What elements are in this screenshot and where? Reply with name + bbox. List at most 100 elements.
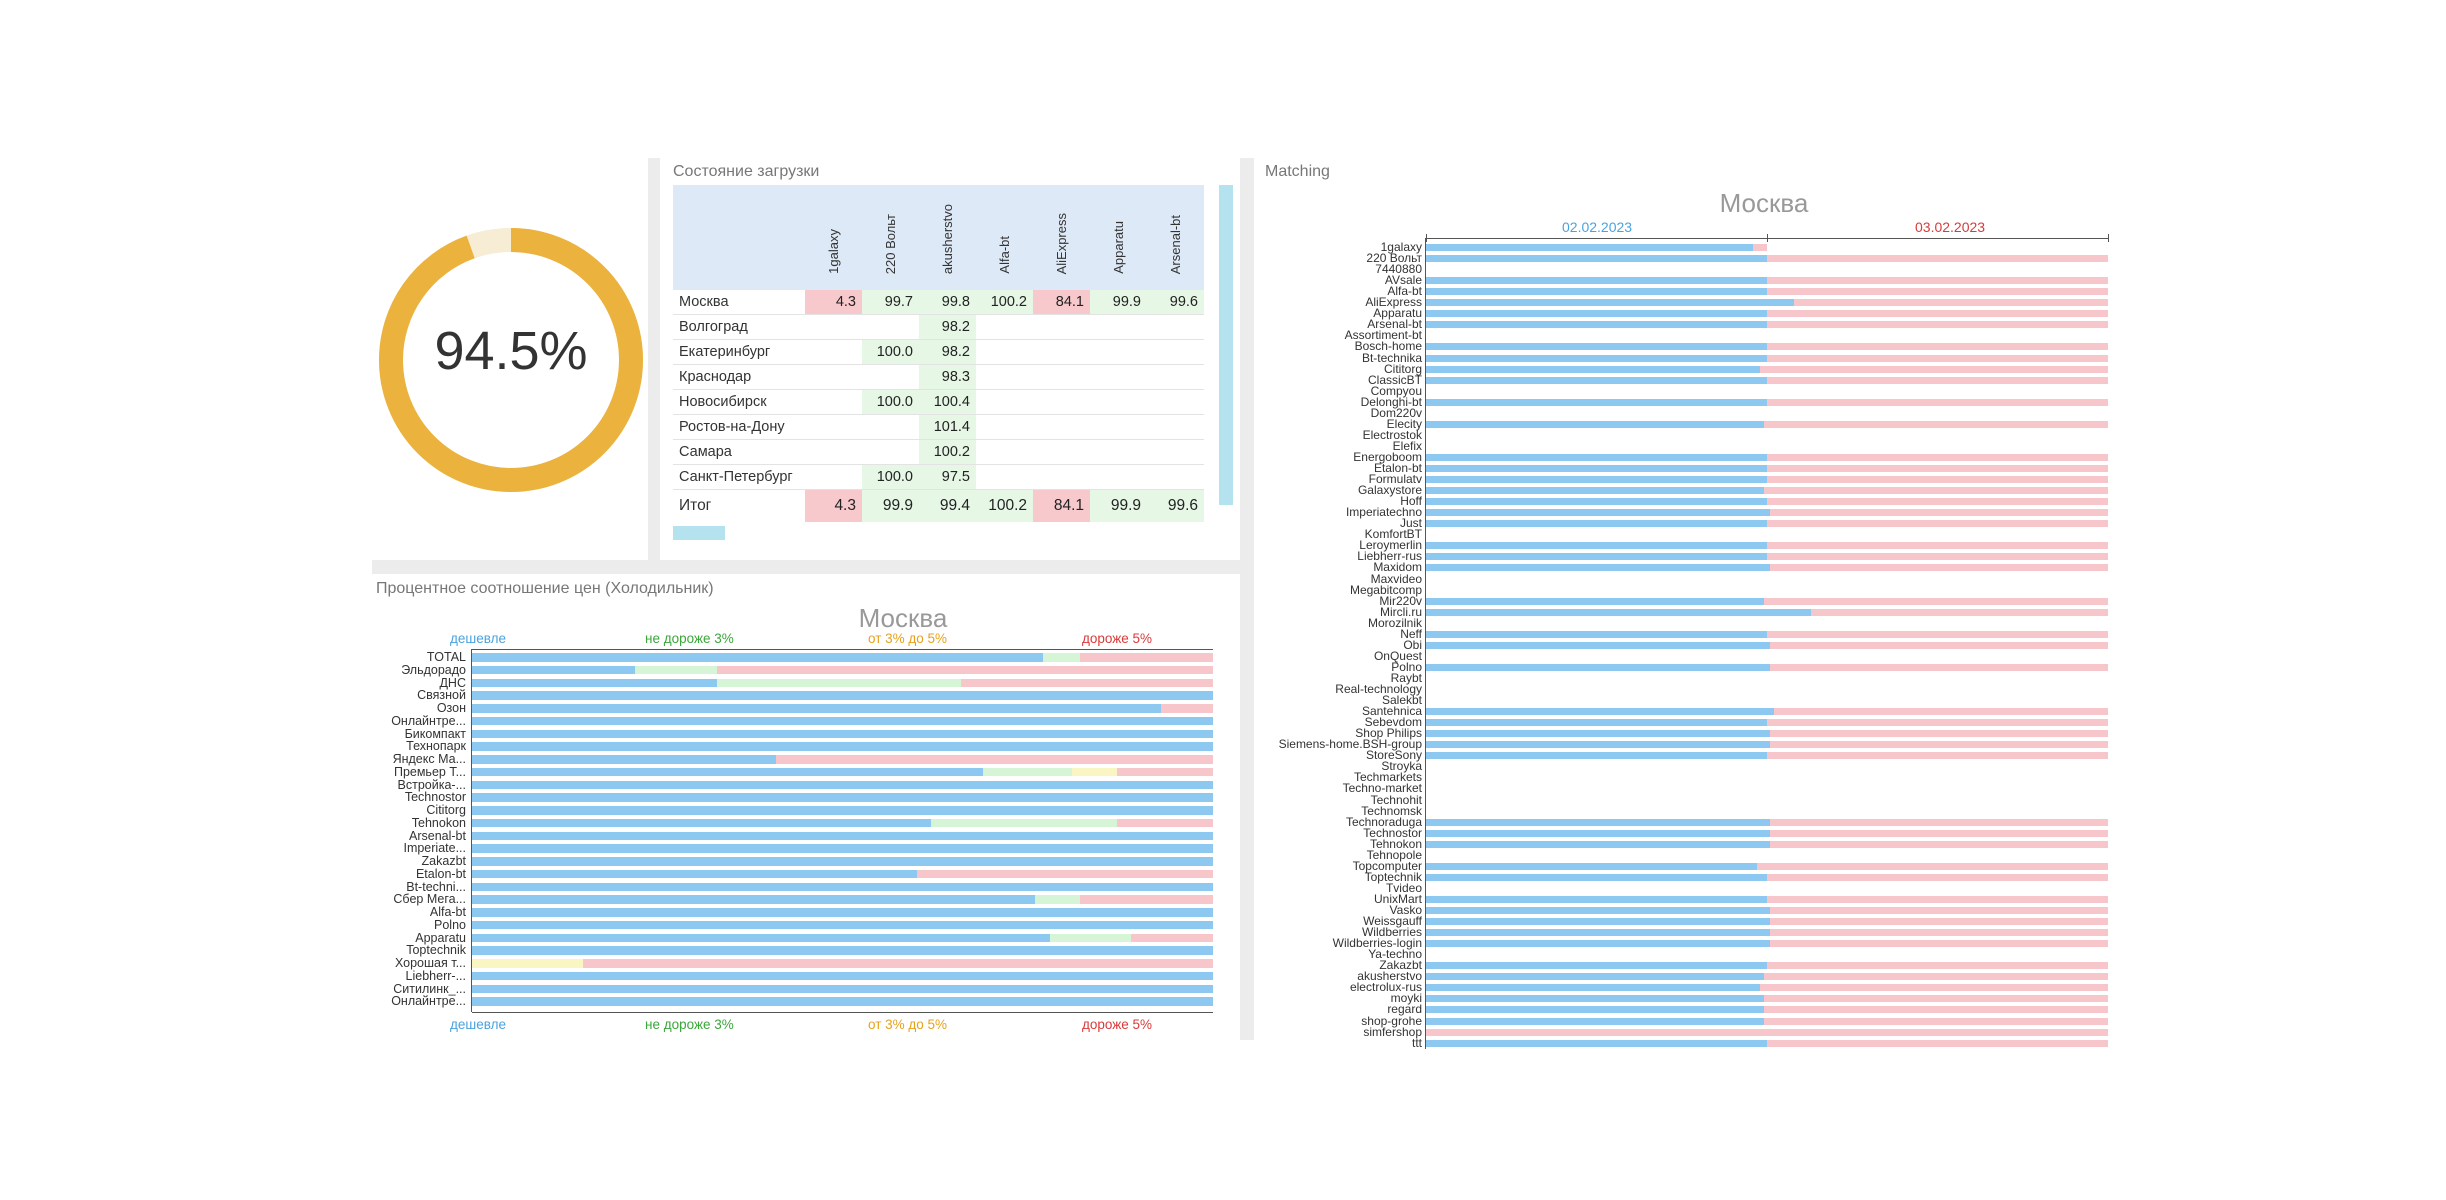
bar-segment[interactable]	[472, 665, 636, 675]
bar-segment[interactable]	[1426, 840, 1771, 848]
bar-segment[interactable]	[472, 691, 1213, 700]
bar-segment[interactable]	[1426, 244, 1754, 251]
bar-segment[interactable]	[1767, 288, 2108, 296]
bar-segment[interactable]	[1426, 277, 1767, 285]
bar-segment[interactable]	[583, 959, 1213, 968]
status-table-horizontal-scrollbar[interactable]	[673, 526, 725, 540]
bar-segment[interactable]	[1049, 933, 1132, 942]
bar-segment[interactable]	[1770, 907, 2108, 914]
bar-segment[interactable]	[472, 678, 717, 687]
bar-segment[interactable]	[1770, 564, 2108, 572]
bar-segment[interactable]	[472, 729, 1213, 738]
bar-segment[interactable]	[1426, 365, 1761, 373]
bar-segment[interactable]	[1426, 487, 1764, 495]
bar-segment[interactable]	[1767, 873, 2108, 881]
bar-segment[interactable]	[1426, 918, 1771, 926]
bar-segment[interactable]	[1426, 1006, 1764, 1014]
bar-segment[interactable]	[1767, 1039, 2108, 1047]
bar-segment[interactable]	[472, 971, 1213, 981]
bar-segment[interactable]	[1767, 752, 2108, 760]
bar-segment[interactable]	[1767, 453, 2108, 461]
bar-segment[interactable]	[716, 665, 1213, 675]
bar-segment[interactable]	[1426, 1039, 1767, 1047]
bar-segment[interactable]	[1426, 553, 1767, 561]
column-header[interactable]: 220 Вольт	[862, 185, 919, 290]
bar-segment[interactable]	[961, 678, 1213, 687]
bar-segment[interactable]	[1426, 498, 1767, 506]
bar-segment[interactable]	[1760, 984, 2108, 992]
bar-segment[interactable]	[1426, 818, 1771, 826]
bar-segment[interactable]	[1767, 476, 2108, 484]
bar-segment[interactable]	[472, 908, 1213, 917]
bar-segment[interactable]	[1767, 542, 2108, 550]
bar-segment[interactable]	[1763, 420, 2108, 428]
bar-segment[interactable]	[1116, 767, 1213, 777]
bar-segment[interactable]	[1426, 1017, 1764, 1025]
bar-segment[interactable]	[1756, 862, 2108, 870]
bar-segment[interactable]	[1426, 608, 1812, 616]
bar-segment[interactable]	[472, 882, 1213, 891]
bar-segment[interactable]	[1763, 597, 2108, 605]
bar-segment[interactable]	[1426, 310, 1767, 318]
bar-segment[interactable]	[1426, 741, 1771, 749]
bar-segment[interactable]	[1426, 895, 1767, 903]
bar-segment[interactable]	[1426, 321, 1767, 329]
bar-segment[interactable]	[1767, 630, 2108, 638]
bar-segment[interactable]	[1426, 453, 1767, 461]
bar-segment[interactable]	[1770, 929, 2108, 937]
bar-segment[interactable]	[1770, 829, 2108, 837]
bar-segment[interactable]	[1773, 708, 2108, 716]
bar-segment[interactable]	[1426, 663, 1771, 671]
bar-segment[interactable]	[716, 678, 962, 687]
bar-segment[interactable]	[1767, 343, 2108, 351]
bar-segment[interactable]	[472, 767, 984, 777]
bar-segment[interactable]	[472, 933, 1050, 942]
bar-segment[interactable]	[1767, 719, 2108, 727]
bar-segment[interactable]	[1426, 995, 1764, 1003]
bar-segment[interactable]	[1426, 752, 1767, 760]
bar-segment[interactable]	[472, 959, 584, 968]
bar-segment[interactable]	[472, 716, 1213, 726]
column-header[interactable]: 1galaxy	[805, 185, 862, 290]
bar-segment[interactable]	[1426, 255, 1767, 263]
bar-segment[interactable]	[472, 818, 932, 828]
bar-segment[interactable]	[1770, 641, 2108, 649]
bar-segment[interactable]	[472, 780, 1213, 789]
bar-segment[interactable]	[1079, 895, 1213, 904]
bar-segment[interactable]	[472, 831, 1213, 840]
bar-segment[interactable]	[1426, 476, 1767, 484]
bar-segment[interactable]	[1426, 420, 1764, 428]
bar-segment[interactable]	[472, 895, 1036, 904]
bar-segment[interactable]	[1426, 1028, 2108, 1036]
bar-segment[interactable]	[1426, 354, 1767, 362]
bar-segment[interactable]	[1426, 630, 1767, 638]
bar-segment[interactable]	[1426, 641, 1771, 649]
bar-segment[interactable]	[1763, 1006, 2108, 1014]
bar-segment[interactable]	[472, 857, 1213, 866]
bar-segment[interactable]	[775, 755, 1213, 764]
bar-segment[interactable]	[1426, 730, 1771, 738]
column-header[interactable]: akusherstvo	[919, 185, 976, 290]
bar-segment[interactable]	[1767, 962, 2108, 970]
bar-segment[interactable]	[1770, 509, 2108, 517]
bar-segment[interactable]	[472, 742, 1213, 751]
bar-segment[interactable]	[1426, 542, 1767, 550]
bar-segment[interactable]	[1426, 719, 1767, 727]
bar-segment[interactable]	[1767, 498, 2108, 506]
bar-segment[interactable]	[1426, 708, 1774, 716]
bar-segment[interactable]	[1426, 288, 1767, 296]
bar-segment[interactable]	[1426, 829, 1771, 837]
bar-segment[interactable]	[1770, 918, 2108, 926]
bar-segment[interactable]	[1426, 398, 1767, 406]
column-header[interactable]: AliExpress	[1033, 185, 1090, 290]
bar-segment[interactable]	[1426, 907, 1771, 914]
bar-segment[interactable]	[635, 665, 717, 675]
bar-segment[interactable]	[1767, 895, 2108, 903]
bar-segment[interactable]	[472, 653, 1043, 662]
bar-segment[interactable]	[1763, 1017, 2108, 1025]
bar-segment[interactable]	[1763, 487, 2108, 495]
bar-segment[interactable]	[472, 920, 1213, 930]
bar-segment[interactable]	[1767, 398, 2108, 406]
bar-segment[interactable]	[1767, 255, 2108, 263]
bar-segment[interactable]	[1426, 929, 1771, 937]
